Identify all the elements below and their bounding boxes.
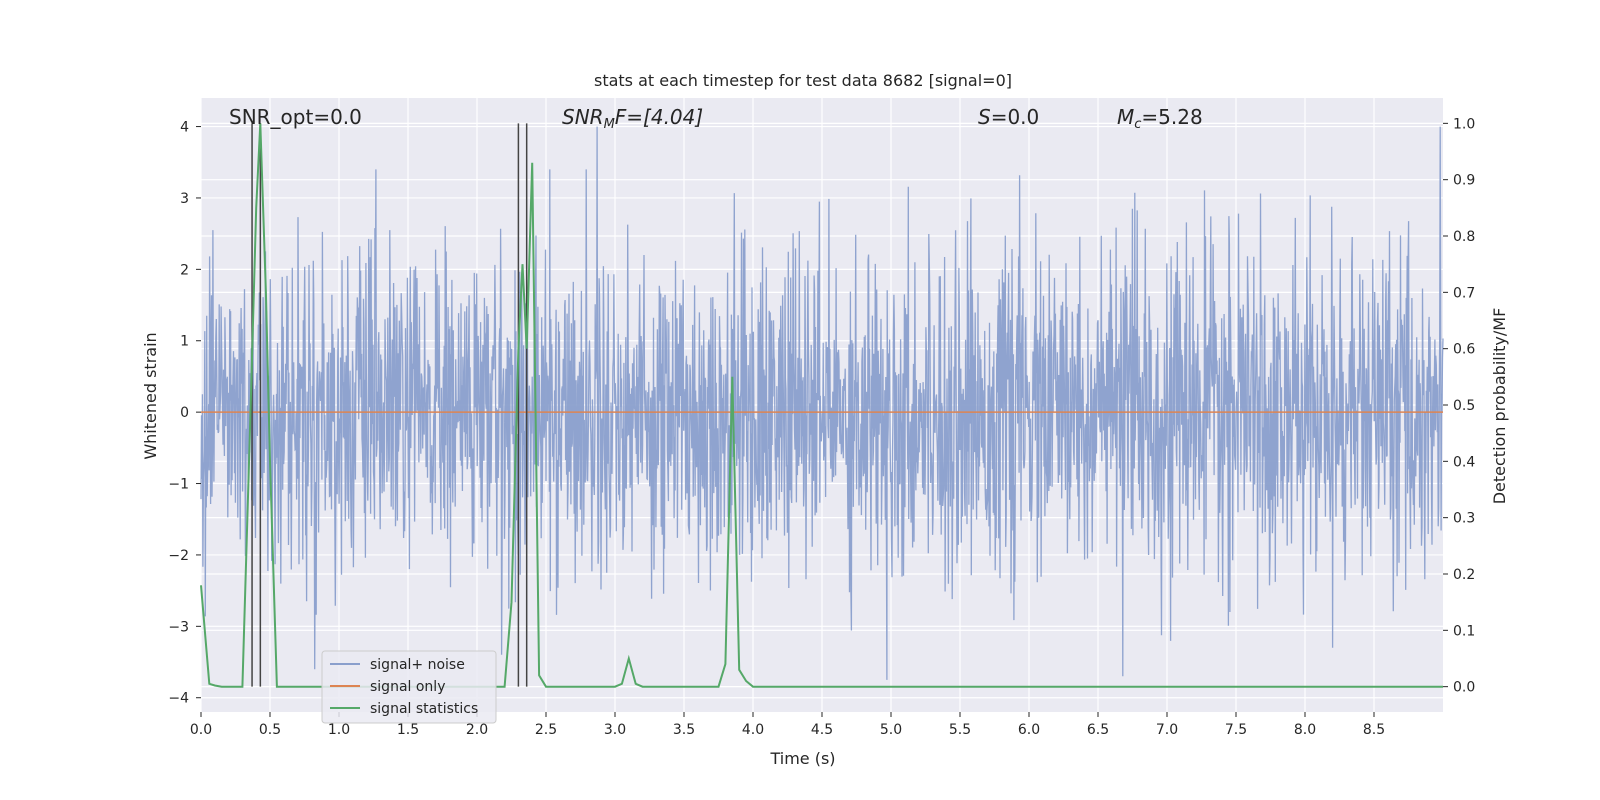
- y-axis-ticks: 4 3 2 1 0 −1 −2 −3 −4: [168, 120, 201, 707]
- annotation-s-rest: =0.0: [991, 105, 1040, 129]
- x-tick-label-1: 0.5: [259, 722, 281, 738]
- y2-axis-ticks: 1.0 0.9 0.8 0.7 0.6 0.5 0.4 0.3 0.2 0.1 0.0: [1443, 116, 1475, 696]
- y2-tick-label-6: 0.4: [1453, 454, 1475, 470]
- y-axis-label: Whitened strain: [141, 332, 160, 459]
- signal-noise-line: [200, 126, 1444, 680]
- x-axis-ticks: 0.0 0.5 1.0 1.5 2.0 2.5 3.0 3.5 4.0 4.5 5.0 5.5 6.0 6…: [190, 712, 1385, 738]
- annotation-snr-mf-base: SNR: [562, 105, 604, 129]
- y2-tick-label-10: 0.0: [1453, 680, 1475, 696]
- legend-label-signal-statistics: signal statistics: [370, 701, 478, 717]
- y2-tick-label-2: 0.8: [1453, 229, 1475, 245]
- y2-tick-label-7: 0.3: [1453, 511, 1475, 527]
- grid: [200, 98, 1443, 712]
- annotation-snr-mf-sub: M: [604, 117, 615, 132]
- annotation-snr-mf-rest: F=[4.04]: [615, 105, 703, 129]
- legend: signal+ noise signal only signal statist…: [321, 650, 497, 724]
- y2-tick-label-0: 1.0: [1453, 116, 1475, 132]
- annotation-s: S=0.0: [978, 105, 1039, 129]
- x-tick-label-8: 4.0: [742, 722, 764, 738]
- y2-tick-label-4: 0.6: [1453, 342, 1475, 358]
- annotation-mc-rest: =5.28: [1141, 105, 1202, 129]
- legend-label-signal-noise: signal+ noise: [370, 657, 465, 673]
- series-signal-noise: [200, 126, 1444, 680]
- y-tick-label-1: 3: [180, 191, 189, 207]
- legend-box: [321, 650, 497, 724]
- x-tick-label-13: 6.5: [1087, 722, 1109, 738]
- x-axis-label: Time (s): [769, 749, 835, 768]
- y2-tick-label-9: 0.1: [1453, 623, 1475, 639]
- x-tick-label-6: 3.0: [604, 722, 626, 738]
- signal-statistics-line: [200, 123, 1443, 688]
- annotation-snr-opt: SNR_opt=0.0: [229, 105, 362, 129]
- x-tick-label-10: 5.0: [880, 722, 902, 738]
- annotation-mc: Mc=5.28: [1117, 105, 1203, 132]
- y2-tick-label-5: 0.5: [1453, 398, 1475, 414]
- x-tick-label-2: 1.0: [328, 722, 350, 738]
- y-tick-label-0: 4: [180, 120, 189, 136]
- y-tick-label-6: −2: [168, 548, 189, 564]
- annotation-mc-sub: c: [1134, 117, 1141, 132]
- x-tick-label-7: 3.5: [673, 722, 695, 738]
- x-tick-label-5: 2.5: [535, 722, 557, 738]
- x-tick-label-9: 4.5: [811, 722, 833, 738]
- y2-tick-label-1: 0.9: [1453, 173, 1475, 189]
- legend-label-signal-only: signal only: [370, 679, 445, 695]
- chart-title: stats at each timestep for test data 868…: [594, 71, 1012, 90]
- x-tick-label-15: 7.5: [1225, 722, 1247, 738]
- y2-tick-label-8: 0.2: [1453, 567, 1475, 583]
- x-tick-label-12: 6.0: [1018, 722, 1040, 738]
- annotation-mc-base: M: [1117, 105, 1134, 129]
- x-tick-label-0: 0.0: [190, 722, 212, 738]
- y-tick-label-3: 1: [180, 334, 189, 350]
- x-tick-label-17: 8.5: [1363, 722, 1385, 738]
- y-tick-label-5: −1: [168, 477, 189, 493]
- x-tick-label-3: 1.5: [397, 722, 419, 738]
- y-tick-label-4: 0: [180, 405, 189, 421]
- x-tick-label-11: 5.5: [949, 722, 971, 738]
- series-signal-statistics: [200, 123, 1443, 688]
- annotation-snr-mf: SNRMF=[4.04]: [562, 105, 703, 132]
- annotation-s-base: S: [978, 105, 991, 129]
- y2-tick-label-3: 0.7: [1453, 285, 1475, 301]
- y-tick-label-7: −3: [168, 619, 189, 635]
- y-tick-label-8: −4: [168, 691, 189, 707]
- y2-axis-label: Detection probability/MF: [1490, 308, 1509, 505]
- x-tick-label-4: 2.0: [466, 722, 488, 738]
- x-tick-label-14: 7.0: [1156, 722, 1178, 738]
- y-tick-label-2: 2: [180, 262, 189, 278]
- x-tick-label-16: 8.0: [1294, 722, 1316, 738]
- vertical-markers: [251, 123, 528, 687]
